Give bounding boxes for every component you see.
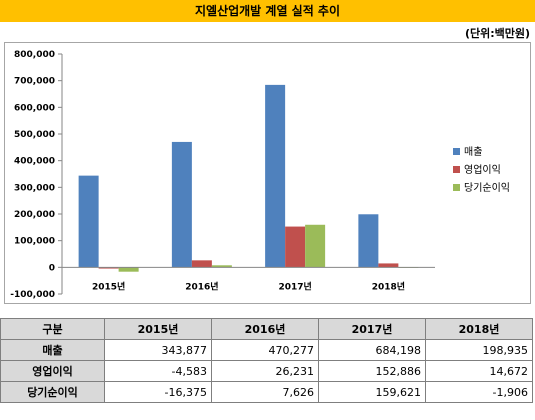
table-row: 매출 343,877 470,277 684,198 198,935 <box>0 339 533 361</box>
table-cell: -4,583 <box>104 360 212 382</box>
x-tick-label: 2018년 <box>372 280 405 292</box>
table-header-cell: 2018년 <box>425 318 533 340</box>
bar-3 <box>118 267 139 272</box>
bar-2 <box>285 226 306 268</box>
bar-1 <box>265 84 286 268</box>
table-cell: 684,198 <box>318 339 426 361</box>
bar-2 <box>98 267 119 269</box>
table-header-cell: 2015년 <box>104 318 212 340</box>
table-header-cell: 구분 <box>0 318 105 340</box>
table-cell: 343,877 <box>104 339 212 361</box>
row-label: 당기순이익 <box>0 381 105 403</box>
bar-3 <box>211 265 232 268</box>
bar-3 <box>305 224 326 268</box>
table-cell: 152,886 <box>318 360 426 382</box>
bar-chart: -100,000 0 100,000 200,000 300,000 400,000 500… <box>10 50 510 300</box>
table-cell: -1,906 <box>425 381 533 403</box>
table-header-cell: 2016년 <box>211 318 319 340</box>
x-tick-label: 2015년 <box>92 280 125 292</box>
y-tick-label: 800,000 <box>14 50 55 60</box>
table-row: 영업이익 -4,583 26,231 152,886 14,672 <box>0 360 533 382</box>
table-cell: 7,626 <box>211 381 319 403</box>
legend-swatch <box>453 166 460 173</box>
table-cell: 198,935 <box>425 339 533 361</box>
legend-swatch <box>453 148 460 155</box>
chart-area: -100,000 0 100,000 200,000 300,000 400,000 500… <box>4 42 531 304</box>
y-tick-label: 0 <box>49 263 55 273</box>
y-tick-label: -100,000 <box>10 290 55 300</box>
bar-1 <box>358 214 379 268</box>
bar-2 <box>191 260 212 268</box>
legend-swatch <box>453 184 460 191</box>
bar-1 <box>78 175 99 268</box>
table-cell: 159,621 <box>318 381 426 403</box>
unit-label: (단위:백만원) <box>464 27 530 40</box>
table-row: 당기순이익 -16,375 7,626 159,621 -1,906 <box>0 381 533 403</box>
bar-2 <box>378 263 399 268</box>
bar-1 <box>171 141 192 268</box>
y-tick-label: 700,000 <box>14 77 55 87</box>
row-label: 영업이익 <box>0 360 105 382</box>
table-cell: 14,672 <box>425 360 533 382</box>
y-tick-label: 300,000 <box>14 183 55 193</box>
table-cell: -16,375 <box>104 381 212 403</box>
legend-label: 영업이익 <box>464 163 501 176</box>
y-tick-label: 100,000 <box>14 237 55 247</box>
row-label: 매출 <box>0 339 105 361</box>
table-header-row: 구분 2015년 2016년 2017년 2018년 <box>0 318 533 340</box>
x-tick-label: 2017년 <box>278 280 311 292</box>
table-cell: 26,231 <box>211 360 319 382</box>
legend-label: 매출 <box>464 146 482 158</box>
y-tick-label: 400,000 <box>14 157 55 167</box>
table-cell: 470,277 <box>211 339 319 361</box>
data-table: 구분 2015년 2016년 2017년 2018년 매출 343,877 47… <box>0 318 533 403</box>
legend-label: 당기순이익 <box>464 182 510 194</box>
y-tick-label: 500,000 <box>14 130 55 140</box>
y-tick-label: 200,000 <box>14 210 55 220</box>
chart-title: 지엘산업개발 계열 실적 추이 <box>0 0 535 22</box>
table-header-cell: 2017년 <box>318 318 426 340</box>
y-tick-label: 600,000 <box>14 103 55 113</box>
x-tick-label: 2016년 <box>185 280 218 292</box>
